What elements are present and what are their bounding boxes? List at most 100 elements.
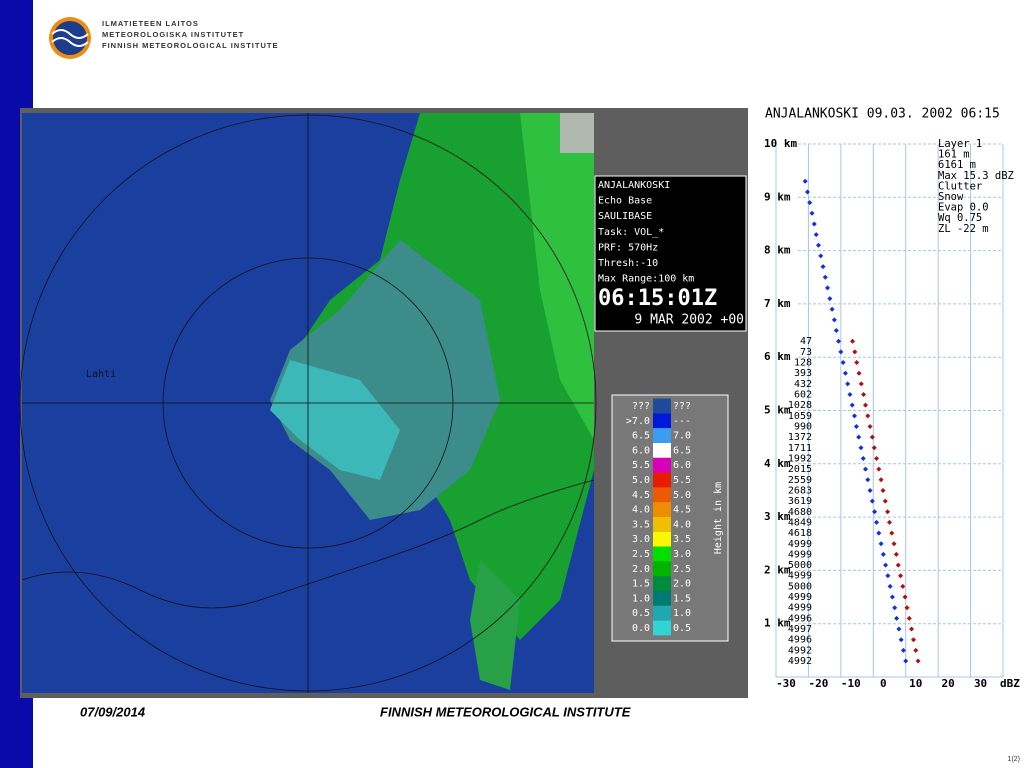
legend-label: 2.0	[673, 579, 691, 590]
y-tick-label: 10 km	[764, 137, 797, 150]
legend-label: 4.5	[673, 505, 691, 516]
level-count: 5000	[788, 581, 812, 592]
point	[856, 370, 862, 376]
level-count: 990	[794, 421, 812, 432]
point	[878, 477, 884, 483]
level-count: 1711	[788, 443, 812, 454]
level-count: 1028	[788, 400, 812, 411]
point	[809, 210, 815, 216]
legend-label: ???	[632, 401, 650, 412]
level-count: 4999	[788, 549, 812, 560]
level-count: 4680	[788, 507, 812, 518]
level-count: 4999	[788, 603, 812, 614]
point	[804, 189, 810, 195]
legend-label: 2.0	[632, 564, 650, 575]
legend-label: 5.5	[632, 460, 650, 471]
legend-label: 2.5	[673, 564, 691, 575]
point	[906, 615, 912, 621]
point	[874, 519, 880, 525]
annotation: Layer 1	[938, 138, 982, 150]
level-count: 4849	[788, 517, 812, 528]
point	[863, 466, 869, 472]
y-tick-label: 3 km	[764, 510, 791, 523]
legend-label: 2.5	[632, 549, 650, 560]
point	[825, 285, 831, 291]
x-tick-label: 30	[974, 677, 987, 690]
legend-label: 7.0	[673, 431, 691, 442]
legend-swatch	[653, 398, 671, 414]
point	[854, 360, 860, 366]
info-line: Task: VOL_*	[598, 227, 664, 238]
point	[818, 253, 824, 259]
level-count: 47	[800, 336, 812, 347]
y-tick-label: 9 km	[764, 190, 791, 203]
point	[842, 370, 848, 376]
point	[891, 541, 897, 547]
point	[900, 583, 906, 589]
legend-label: 3.0	[673, 549, 691, 560]
header-line: ILMATIETEEN LAITOS	[102, 19, 199, 28]
point	[861, 392, 867, 398]
y-tick-label: 8 km	[764, 244, 791, 257]
annotation: 6161 m	[938, 159, 976, 171]
level-count: 602	[794, 390, 812, 401]
point	[902, 594, 908, 600]
legend-swatch	[653, 620, 671, 636]
y-tick-label: 4 km	[764, 457, 791, 470]
point	[898, 573, 904, 579]
x-tick-label: 10	[909, 677, 922, 690]
legend-label: 5.0	[673, 490, 691, 501]
point	[872, 509, 878, 515]
point	[903, 658, 909, 664]
radar-time: 06:15:01Z	[598, 286, 717, 311]
legend-swatch	[653, 472, 671, 488]
point	[815, 242, 821, 248]
point	[882, 498, 888, 504]
point	[913, 647, 919, 653]
point	[874, 455, 880, 461]
level-count: 1992	[788, 453, 812, 464]
point	[885, 509, 891, 515]
point	[892, 605, 898, 611]
level-count: 2015	[788, 464, 812, 475]
point	[898, 637, 904, 643]
legend-label: 6.0	[632, 445, 650, 456]
point	[871, 445, 877, 451]
point	[867, 423, 873, 429]
point	[910, 637, 916, 643]
point	[811, 221, 817, 227]
point	[838, 349, 844, 355]
legend-label: 3.5	[632, 519, 650, 530]
legend-label: 1.5	[632, 579, 650, 590]
point	[880, 551, 886, 557]
point	[889, 530, 895, 536]
point	[863, 402, 869, 408]
level-count: 4996	[788, 613, 812, 624]
legend-label: 6.5	[632, 431, 650, 442]
legend-label: 4.5	[632, 490, 650, 501]
point	[887, 583, 893, 589]
x-tick-label: 20	[942, 677, 955, 690]
legend-swatch	[653, 591, 671, 606]
level-count: 5000	[788, 560, 812, 571]
level-count: 393	[794, 368, 812, 379]
point	[895, 562, 901, 568]
level-count: 4997	[788, 624, 812, 635]
y-tick-label: 2 km	[764, 563, 791, 576]
legend-label: ---	[673, 416, 691, 427]
x-tick-label: -20	[808, 677, 828, 690]
point	[802, 178, 808, 184]
legend-swatch	[653, 502, 671, 517]
footer-organization: FINNISH METEOROLOGICAL INSTITUTE	[380, 704, 631, 719]
y-tick-label: 7 km	[764, 297, 791, 310]
point	[867, 487, 873, 493]
footer-date: 07/09/2014	[80, 704, 146, 719]
info-line: Max Range:100 km	[598, 274, 694, 285]
legend-label: 0.5	[632, 608, 650, 619]
annotation: Wq 0.75	[938, 212, 982, 224]
level-count: 4999	[788, 539, 812, 550]
point	[829, 306, 835, 312]
point	[820, 264, 826, 270]
info-line: SAULIBASE	[598, 211, 652, 222]
legend-label: 1.0	[632, 593, 650, 604]
